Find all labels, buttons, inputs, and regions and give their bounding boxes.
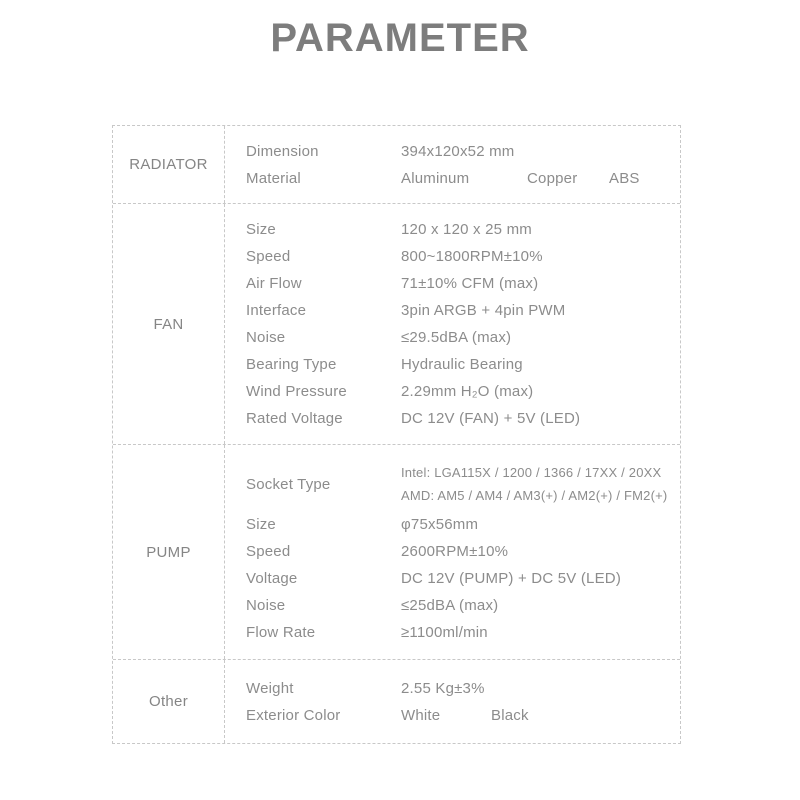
property-value: DC 12V (FAN) + 5V (LED): [401, 410, 581, 427]
property-value: 120 x 120 x 25 mm: [401, 221, 532, 238]
material-row: Material Aluminum Copper ABS: [246, 165, 672, 192]
section-fan: FAN Size 120 x 120 x 25 mm Speed 800~180…: [113, 203, 680, 444]
weight-row: Weight 2.55 Kg±3%: [246, 675, 672, 702]
interface-row: Interface 3pin ARGB + 4pin PWM: [246, 297, 672, 324]
property-value: 71±10% CFM (max): [401, 275, 539, 292]
property-label: Air Flow: [246, 275, 302, 292]
property-value: 2.55 Kg±3%: [401, 679, 485, 697]
property-value: 2600RPM±10%: [401, 543, 509, 560]
section-other: Other Weight 2.55 Kg±3% Exterior Color W…: [113, 659, 680, 743]
property-value: White: [401, 706, 441, 724]
spec-table: RADIATOR Dimension 394x120x52 mm Materia…: [112, 125, 681, 744]
property-label: Weight: [246, 679, 294, 697]
property-value: 2.29mm H₂O (max): [401, 383, 534, 400]
property-value: Copper: [527, 169, 578, 187]
fan-section-label: FAN: [113, 204, 225, 444]
property-label: Flow Rate: [246, 624, 316, 641]
property-value: ≤29.5dBA (max): [401, 329, 512, 346]
bearing-type-row: Bearing Type Hydraulic Bearing: [246, 351, 672, 378]
property-value: 3pin ARGB + 4pin PWM: [401, 302, 566, 319]
property-label: Noise: [246, 597, 286, 614]
air-flow-row: Air Flow 71±10% CFM (max): [246, 270, 672, 297]
section-pump: PUMP Socket Type Intel: LGA115X / 1200 /…: [113, 444, 680, 659]
section-radiator: RADIATOR Dimension 394x120x52 mm Materia…: [113, 126, 680, 203]
fan-section-content: Size 120 x 120 x 25 mm Speed 800~1800RPM…: [225, 204, 680, 444]
pump-speed-row: Speed 2600RPM±10%: [246, 538, 672, 565]
property-label: Interface: [246, 302, 307, 319]
property-label: Speed: [246, 543, 291, 560]
fan-size-row: Size 120 x 120 x 25 mm: [246, 216, 672, 243]
socket-amd-line: AMD: AM5 / AM4 / AM3(+) / AM2(+) / FM2(+…: [401, 488, 668, 503]
property-value: Aluminum: [401, 169, 470, 187]
radiator-section-label: RADIATOR: [113, 126, 225, 203]
pump-section-content: Socket Type Intel: LGA115X / 1200 / 1366…: [225, 445, 680, 659]
property-label: Rated Voltage: [246, 410, 343, 427]
property-label: Size: [246, 221, 276, 238]
radiator-section-content: Dimension 394x120x52 mm Material Aluminu…: [225, 126, 680, 203]
property-label: Voltage: [246, 570, 298, 587]
wind-pressure-row: Wind Pressure 2.29mm H₂O (max): [246, 378, 672, 405]
flow-rate-row: Flow Rate ≥1100ml/min: [246, 619, 672, 646]
socket-intel-line: Intel: LGA115X / 1200 / 1366 / 17XX / 20…: [401, 465, 662, 480]
other-section-label: Other: [113, 660, 225, 743]
property-label: Noise: [246, 329, 286, 346]
property-label: Socket Type: [246, 475, 331, 493]
property-value: ≥1100ml/min: [401, 624, 488, 641]
pump-size-row: Size φ75x56mm: [246, 511, 672, 538]
pump-voltage-row: Voltage DC 12V (PUMP) + DC 5V (LED): [246, 565, 672, 592]
pump-noise-row: Noise ≤25dBA (max): [246, 592, 672, 619]
property-value: 394x120x52 mm: [401, 142, 515, 160]
property-value: Hydraulic Bearing: [401, 356, 523, 373]
property-label: Bearing Type: [246, 356, 337, 373]
socket-type-row: Socket Type Intel: LGA115X / 1200 / 1366…: [246, 461, 672, 507]
property-value: ≤25dBA (max): [401, 597, 499, 614]
property-value: ABS: [609, 169, 640, 187]
other-section-content: Weight 2.55 Kg±3% Exterior Color White B…: [225, 660, 680, 743]
property-label: Size: [246, 516, 276, 533]
property-label: Exterior Color: [246, 706, 341, 724]
property-value: Intel: LGA115X / 1200 / 1366 / 17XX / 20…: [401, 461, 667, 507]
rated-voltage-row: Rated Voltage DC 12V (FAN) + 5V (LED): [246, 405, 672, 432]
property-label: Material: [246, 169, 301, 187]
property-value: Black: [491, 706, 529, 724]
fan-noise-row: Noise ≤29.5dBA (max): [246, 324, 672, 351]
pump-section-label: PUMP: [113, 445, 225, 659]
property-label: Speed: [246, 248, 291, 265]
property-value: φ75x56mm: [401, 516, 479, 533]
property-label: Wind Pressure: [246, 383, 347, 400]
property-label: Dimension: [246, 142, 319, 160]
exterior-color-row: Exterior Color White Black: [246, 702, 672, 729]
property-value: DC 12V (PUMP) + DC 5V (LED): [401, 570, 622, 587]
fan-speed-row: Speed 800~1800RPM±10%: [246, 243, 672, 270]
property-value: 800~1800RPM±10%: [401, 248, 543, 265]
page-title: PARAMETER: [270, 16, 530, 60]
dimension-row: Dimension 394x120x52 mm: [246, 138, 672, 165]
